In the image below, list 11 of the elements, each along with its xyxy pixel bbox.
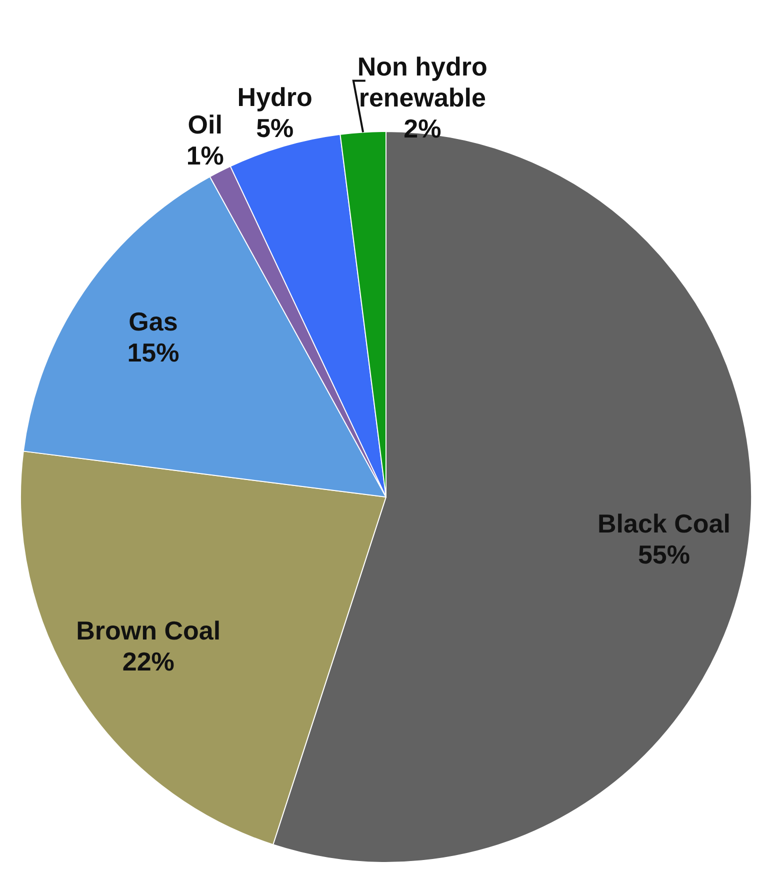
slice-label: Oil [188, 110, 222, 140]
slice-label: Hydro [237, 82, 312, 112]
data-label: 22% [122, 646, 174, 676]
slice-label: Gas [128, 306, 178, 336]
slice-label: Brown Coal [76, 615, 221, 646]
data-label: 55% [638, 540, 690, 570]
data-label: 1% [186, 140, 224, 171]
data-label: 5% [256, 113, 294, 144]
slice-label: Non hydro renewable [357, 52, 488, 113]
slice-label: Black Coal [597, 508, 730, 539]
data-label: 15% [127, 337, 180, 368]
